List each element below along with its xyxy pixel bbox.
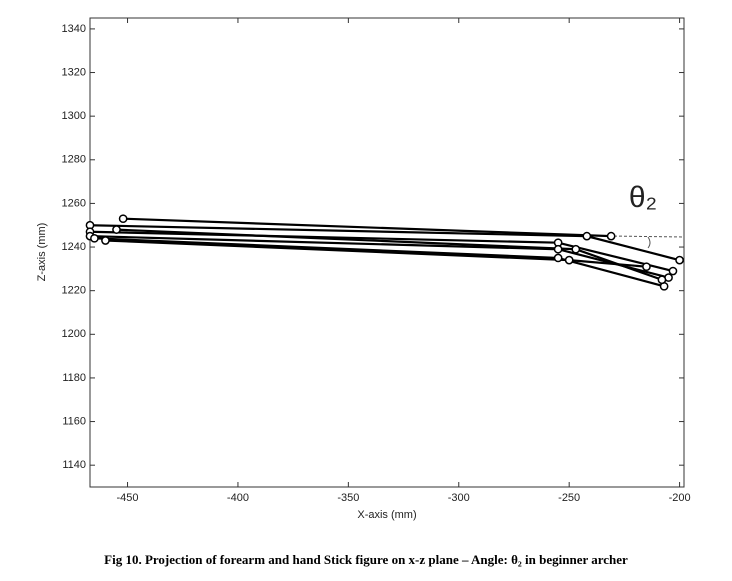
y-tick-label: 1280 — [62, 154, 86, 166]
joint-marker — [112, 225, 121, 234]
y-axis-label: Z-axis (mm) — [36, 223, 48, 282]
y-tick-label: 1160 — [62, 415, 86, 427]
x-tick-label: -250 — [558, 492, 580, 504]
y-tick-label: 1340 — [62, 23, 86, 35]
x-tick-label: -450 — [117, 492, 139, 504]
x-tick-label: -350 — [337, 492, 359, 504]
joint-marker — [642, 262, 651, 272]
angle-annotation: θ₂ — [629, 181, 657, 214]
x-tick-label: -300 — [448, 492, 470, 504]
y-tick-label: 1180 — [62, 372, 86, 384]
joint-marker — [668, 266, 678, 276]
plot-frame — [89, 17, 685, 488]
y-tick-label: 1200 — [62, 328, 86, 340]
joint-marker — [606, 231, 616, 241]
y-tick-label: 1140 — [62, 459, 86, 471]
joint-marker — [582, 231, 592, 241]
joint-marker — [553, 253, 563, 263]
y-tick-label: 1260 — [62, 197, 86, 209]
joint-marker — [564, 255, 574, 265]
joint-marker — [675, 255, 684, 265]
caption: Fig 10. Projection of forearm and hand S… — [104, 552, 628, 567]
joint-marker — [657, 275, 667, 285]
reference-line — [608, 235, 685, 238]
joint-marker — [118, 214, 128, 224]
y-tick-label: 1320 — [62, 66, 86, 78]
stick-line — [94, 237, 665, 288]
joint-marker — [90, 233, 99, 243]
joint-marker — [571, 244, 581, 254]
x-tick-label: -400 — [227, 492, 249, 504]
y-tick-label: 1220 — [62, 285, 86, 297]
stick-line — [123, 217, 612, 238]
angle-arc — [647, 236, 651, 249]
joint-marker — [101, 236, 110, 245]
x-tick-label: -200 — [669, 492, 691, 504]
y-tick-label: 1240 — [62, 241, 86, 253]
x-axis-label: X-axis (mm) — [357, 509, 416, 521]
joint-marker — [553, 244, 563, 254]
y-tick-label: 1300 — [62, 110, 86, 122]
